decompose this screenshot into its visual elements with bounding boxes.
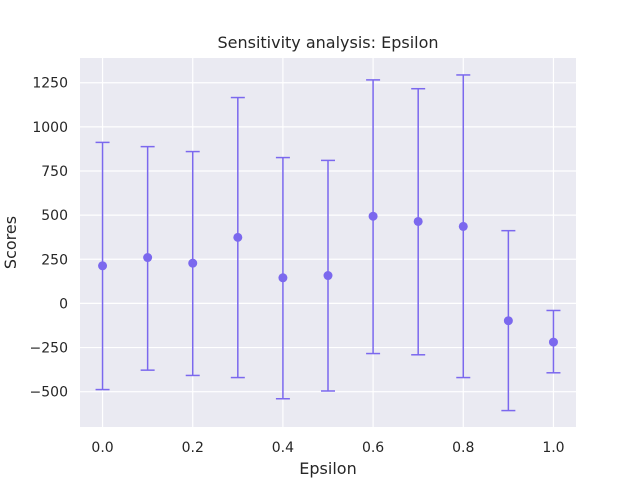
y-tick-label: 1000 [32, 120, 68, 136]
error-bar-group [456, 74, 471, 379]
x-tick-label: 0.0 [91, 440, 113, 456]
error-bar-group [321, 159, 335, 392]
x-axis-ticks: 0.0 0.2 0.4 0.6 0.8 1.0 [91, 440, 564, 456]
series-layer [95, 74, 561, 412]
x-tick-label: 0.6 [362, 440, 384, 456]
y-tick-label: 250 [41, 252, 68, 268]
data-point [503, 316, 513, 326]
data-point [458, 221, 468, 231]
data-point [413, 216, 423, 226]
error-bar-group [185, 150, 200, 377]
y-tick-label: −500 [30, 385, 68, 401]
x-tick-label: 0.4 [272, 440, 294, 456]
data-point [323, 271, 333, 281]
chart-title: Sensitivity analysis: Epsilon [217, 33, 438, 52]
error-bar-group [501, 229, 516, 412]
data-point [278, 273, 288, 283]
error-bar-group [95, 141, 110, 391]
data-point [98, 261, 108, 271]
y-axis-label: Scores [1, 216, 20, 269]
y-tick-label: 750 [41, 164, 68, 180]
y-axis-ticks: −500 −250 0 250 500 750 1000 1250 [30, 76, 68, 401]
data-point [233, 232, 243, 242]
error-bar-group [411, 87, 426, 356]
x-tick-label: 0.2 [182, 440, 204, 456]
data-point [548, 337, 558, 347]
error-bar-group [546, 309, 561, 374]
x-axis-label: Epsilon [299, 459, 356, 478]
error-bar-group [275, 156, 290, 400]
y-tick-label: 0 [59, 296, 68, 312]
error-bar-group [366, 79, 381, 355]
y-tick-label: −250 [30, 341, 68, 357]
error-bar-group [230, 96, 245, 379]
y-tick-label: 500 [41, 208, 68, 224]
error-bar-group [140, 145, 155, 371]
y-tick-label: 1250 [32, 76, 68, 92]
data-point [143, 253, 153, 263]
data-point [368, 211, 378, 221]
x-tick-label: 1.0 [542, 440, 564, 456]
x-tick-label: 0.8 [452, 440, 474, 456]
data-point [188, 258, 198, 268]
